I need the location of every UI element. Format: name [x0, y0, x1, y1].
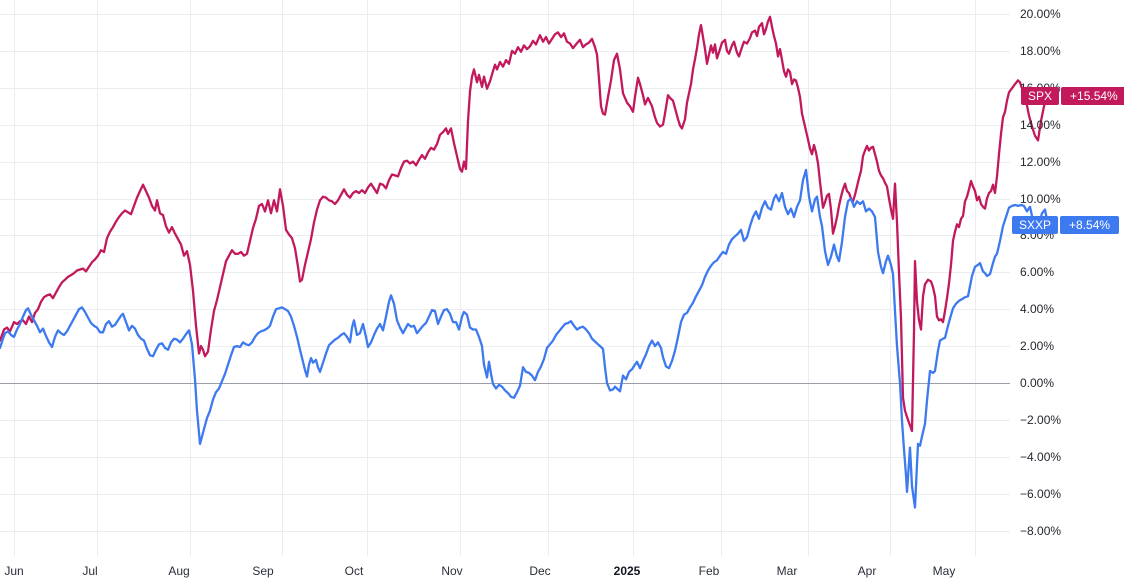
- y-axis-label: 2.00%: [1020, 339, 1055, 354]
- sxxp-value-label: +8.54%: [1060, 216, 1120, 235]
- y-axis-label: 12.00%: [1020, 154, 1061, 169]
- spx-symbol-label: SPX: [1021, 87, 1060, 106]
- x-axis-label: Sep: [252, 564, 274, 578]
- spx-price-badge: SPX +15.54%: [1021, 87, 1124, 106]
- x-axis-label: Jun: [4, 564, 24, 578]
- x-axis-label: Dec: [529, 564, 551, 578]
- x-axis-label: Apr: [857, 564, 877, 578]
- y-axis-label: −6.00%: [1020, 486, 1062, 501]
- y-axis-label: −4.00%: [1020, 449, 1062, 464]
- spx-line: [0, 15, 1049, 433]
- y-axis-label: 20.00%: [1020, 7, 1061, 21]
- sxxp-line: [0, 168, 1050, 509]
- sxxp-price-badge: SXXP +8.54%: [1012, 216, 1120, 235]
- spx-value-label: +15.54%: [1061, 87, 1124, 106]
- x-axis-label: 2025: [613, 564, 641, 578]
- x-axis-label: Feb: [698, 564, 720, 578]
- y-axis-label: 14.00%: [1020, 117, 1061, 132]
- y-axis-label: 6.00%: [1020, 265, 1055, 280]
- y-axis-label: 10.00%: [1020, 191, 1061, 206]
- x-axis-label: Mar: [776, 564, 798, 578]
- x-axis-label: Aug: [168, 564, 190, 578]
- x-axis-label: Nov: [441, 564, 463, 578]
- y-axis-label: 0.00%: [1020, 376, 1055, 390]
- y-axis-label: 4.00%: [1020, 302, 1055, 317]
- y-axis-label: −2.00%: [1020, 412, 1062, 427]
- x-axis-label: Oct: [344, 564, 364, 578]
- x-axis-label: May: [932, 564, 956, 578]
- y-axis-label: 18.00%: [1020, 43, 1061, 58]
- y-axis-label: −8.00%: [1020, 523, 1062, 538]
- sxxp-symbol-label: SXXP: [1012, 216, 1059, 235]
- x-axis-label: Jul: [82, 564, 98, 578]
